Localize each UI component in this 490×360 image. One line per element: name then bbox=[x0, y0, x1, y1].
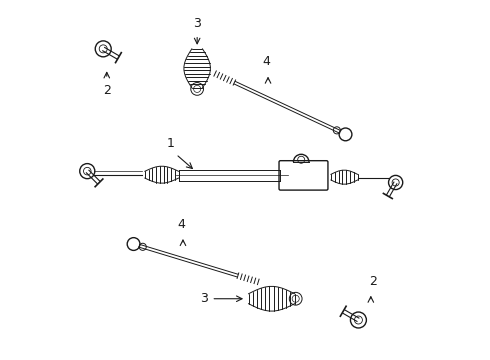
Text: 2: 2 bbox=[103, 84, 111, 96]
Text: 3: 3 bbox=[193, 17, 201, 30]
Text: 2: 2 bbox=[368, 275, 376, 288]
Text: 4: 4 bbox=[177, 219, 185, 231]
Text: 4: 4 bbox=[262, 55, 270, 68]
Text: 3: 3 bbox=[200, 292, 208, 305]
Text: 1: 1 bbox=[167, 137, 174, 150]
